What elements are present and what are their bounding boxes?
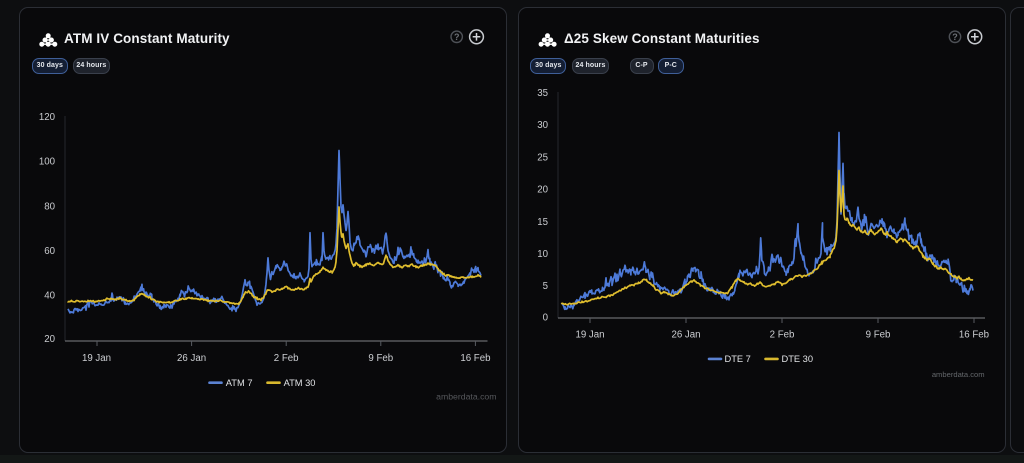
svg-text:15: 15	[537, 217, 548, 228]
svg-text:120: 120	[39, 112, 56, 123]
svg-text:25: 25	[537, 152, 548, 163]
svg-text:20: 20	[44, 334, 55, 345]
svg-text:2 Feb: 2 Feb	[274, 353, 299, 364]
svg-text:19 Jan: 19 Jan	[82, 353, 111, 364]
svg-text:9 Feb: 9 Feb	[368, 353, 393, 364]
svg-text:9 Feb: 9 Feb	[866, 329, 891, 340]
svg-text:60: 60	[44, 246, 55, 257]
svg-text:26 Jan: 26 Jan	[671, 329, 700, 340]
svg-text:40: 40	[44, 291, 55, 302]
svg-text:amberdata.com: amberdata.com	[932, 370, 985, 379]
svg-text:amberdata.com: amberdata.com	[436, 391, 496, 401]
svg-text:100: 100	[39, 157, 56, 168]
svg-text:ATM 30: ATM 30	[284, 378, 316, 388]
svg-text:26 Jan: 26 Jan	[177, 353, 206, 364]
svg-text:16 Feb: 16 Feb	[460, 353, 490, 364]
svg-text:16 Feb: 16 Feb	[959, 329, 989, 340]
svg-text:0: 0	[543, 313, 549, 324]
svg-text:2 Feb: 2 Feb	[770, 329, 795, 340]
svg-text:10: 10	[537, 249, 548, 260]
svg-text:35: 35	[537, 88, 548, 99]
svg-text:?: ?	[952, 32, 958, 42]
svg-text:DTE 7: DTE 7	[725, 354, 751, 364]
svg-text:30: 30	[537, 120, 548, 131]
svg-text:20: 20	[537, 185, 548, 196]
svg-text:80: 80	[44, 201, 55, 212]
svg-text:19 Jan: 19 Jan	[575, 329, 604, 340]
svg-text:ATM 7: ATM 7	[226, 378, 253, 388]
svg-text:?: ?	[454, 32, 460, 42]
svg-text:5: 5	[543, 281, 548, 292]
svg-text:DTE 30: DTE 30	[782, 354, 814, 364]
